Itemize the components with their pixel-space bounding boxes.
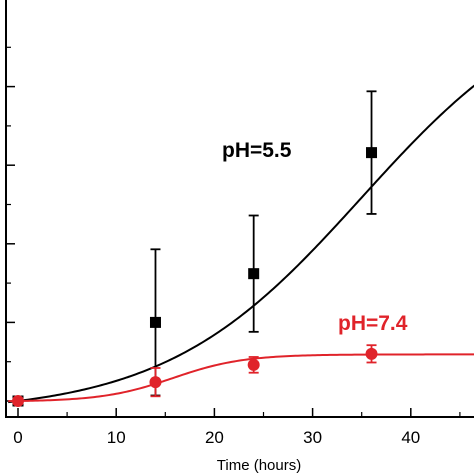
data-markers — [12, 147, 378, 407]
x-axis-label: Time (hours) — [217, 457, 301, 474]
data-point-1-2 — [247, 358, 260, 371]
data-point-0-3 — [366, 147, 378, 159]
error-bars — [13, 90, 377, 406]
data-point-1-1 — [149, 376, 162, 389]
data-point-0-1 — [149, 316, 161, 328]
x-tick-label-30: 30 — [303, 428, 322, 447]
x-tick-label-20: 20 — [205, 428, 224, 447]
plot-frame — [5, 0, 474, 418]
series-label-ph55: pH=5.5 — [222, 139, 292, 162]
x-tick-label-40: 40 — [401, 428, 420, 447]
x-tick-label-0: 0 — [13, 428, 22, 447]
data-point-1-3 — [365, 347, 378, 360]
data-point-1-0 — [12, 395, 24, 407]
x-tick-label-10: 10 — [107, 428, 126, 447]
data-point-0-2 — [248, 268, 260, 280]
fit-curves — [8, 84, 474, 404]
fit-curve-0 — [8, 84, 474, 404]
fit-curve-1 — [8, 353, 474, 403]
tick-labels: 0 10 20 30 40 — [13, 428, 420, 447]
series-label-ph74: pH=7.4 — [338, 312, 408, 335]
